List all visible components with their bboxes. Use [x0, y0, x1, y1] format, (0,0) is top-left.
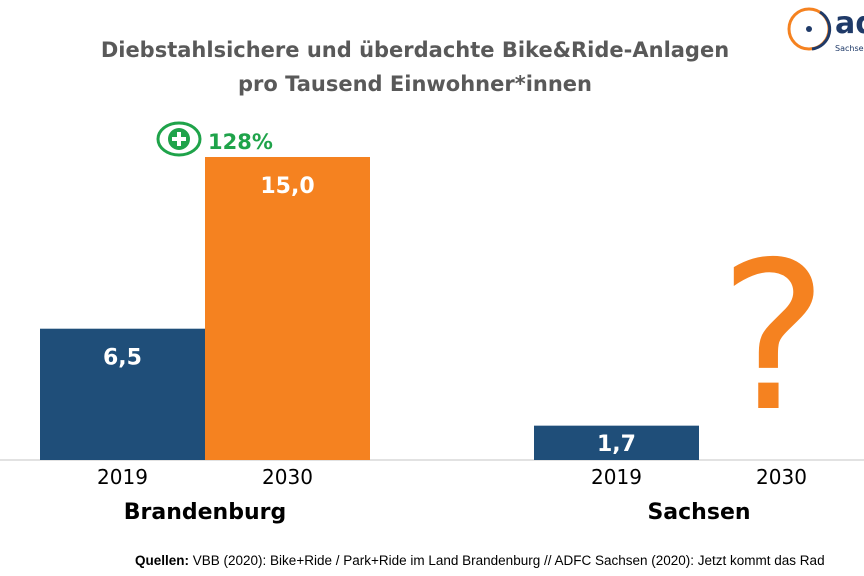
- group-label-sachsen: Sachsen: [647, 500, 750, 525]
- bar-brandenburg-2019: [40, 328, 205, 460]
- plus-circle-icon: [156, 121, 202, 157]
- adfc-logo: adfc Sachsen: [787, 6, 864, 53]
- data-label: 15,0: [260, 174, 314, 199]
- growth-label: 128%: [208, 130, 273, 154]
- logo-text: adfc: [835, 6, 864, 41]
- growth-annotation: 128%: [156, 121, 273, 157]
- sources-label: Quellen:: [135, 553, 190, 568]
- group-label-brandenburg: Brandenburg: [124, 500, 286, 525]
- data-label: 1,7: [597, 432, 636, 457]
- data-label: 6,5: [103, 346, 142, 371]
- sources-text: VBB (2020): Bike+Ride / Park+Ride im Lan…: [189, 553, 825, 568]
- sources-footer: Quellen: VBB (2020): Bike+Ride / Park+Ri…: [135, 553, 825, 568]
- bar-sachsen-2019: [534, 425, 699, 460]
- x-tick-label: 2030: [262, 465, 313, 489]
- x-tick-label: 2019: [97, 465, 148, 489]
- chart-title-line-1: Diebstahlsichere und überdachte Bike&Rid…: [101, 38, 729, 62]
- x-tick-label: 2030: [756, 465, 807, 489]
- bar-brandenburg-2030: [205, 157, 370, 460]
- chart-title-line-2: pro Tausend Einwohner*innen: [238, 72, 592, 96]
- x-tick-label: 2019: [591, 465, 642, 489]
- question-mark: ?: [719, 219, 828, 457]
- logo-subtext: Sachsen: [835, 44, 864, 53]
